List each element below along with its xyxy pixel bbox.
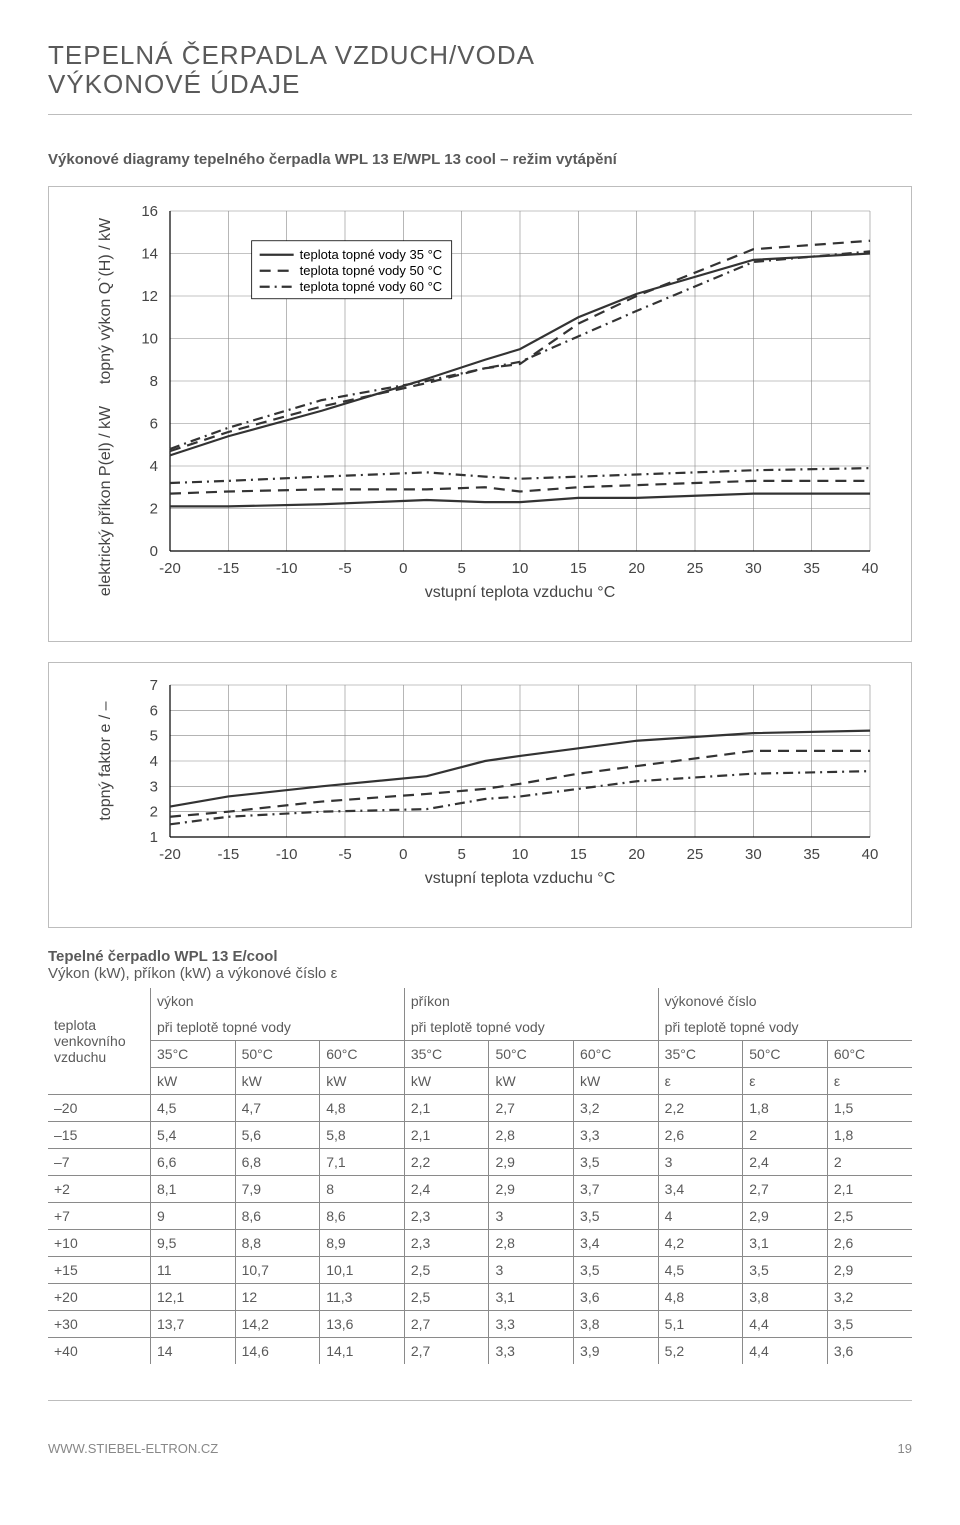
svg-text:5: 5 bbox=[457, 846, 465, 863]
svg-text:-15: -15 bbox=[217, 560, 239, 577]
svg-text:40: 40 bbox=[862, 846, 879, 863]
svg-text:40: 40 bbox=[862, 560, 879, 577]
page-title-2: VÝKONOVÉ ÚDAJE bbox=[48, 69, 912, 100]
svg-text:teplota topné vody 60 °C: teplota topné vody 60 °C bbox=[300, 279, 443, 294]
chart-output-svg: -20 -15 -10 -5 0 5 10 15 20 25 30 35 40 0 2 4 6 8 10 12 14 16… bbox=[70, 201, 890, 611]
svg-text:4: 4 bbox=[150, 753, 158, 770]
footer-divider bbox=[48, 1400, 912, 1401]
svg-text:-5: -5 bbox=[338, 846, 351, 863]
svg-text:2: 2 bbox=[150, 804, 158, 821]
svg-text:4: 4 bbox=[150, 458, 158, 475]
svg-text:5: 5 bbox=[150, 728, 158, 745]
svg-text:6: 6 bbox=[150, 702, 158, 719]
svg-text:0: 0 bbox=[399, 846, 407, 863]
svg-text:6: 6 bbox=[150, 416, 158, 433]
svg-text:teplota topné vody 35 °C: teplota topné vody 35 °C bbox=[300, 247, 443, 262]
svg-text:14: 14 bbox=[141, 246, 158, 263]
svg-text:1: 1 bbox=[150, 829, 158, 846]
svg-text:10: 10 bbox=[512, 846, 529, 863]
svg-text:25: 25 bbox=[687, 560, 704, 577]
svg-text:vstupní teplota vzduchu °C: vstupní teplota vzduchu °C bbox=[425, 870, 616, 887]
svg-text:teplota topné vody 50 °C: teplota topné vody 50 °C bbox=[300, 263, 443, 278]
svg-text:30: 30 bbox=[745, 846, 762, 863]
svg-text:35: 35 bbox=[803, 846, 820, 863]
svg-text:8: 8 bbox=[150, 373, 158, 390]
svg-text:0: 0 bbox=[150, 543, 158, 560]
page-title-1: TEPELNÁ ČERPADLA VZDUCH/VODA bbox=[48, 40, 912, 71]
svg-text:3: 3 bbox=[150, 778, 158, 795]
svg-text:20: 20 bbox=[628, 560, 645, 577]
svg-text:0: 0 bbox=[399, 560, 407, 577]
section-subheader: Výkonové diagramy tepelného čerpadla WPL… bbox=[48, 151, 912, 168]
footer-page: 19 bbox=[898, 1441, 912, 1456]
svg-text:16: 16 bbox=[141, 203, 158, 220]
svg-text:20: 20 bbox=[628, 846, 645, 863]
svg-text:-20: -20 bbox=[159, 560, 181, 577]
chart-cop-svg: -20 -15 -10 -5 0 5 10 15 20 25 30 35 40 1 2 3 4 5 6 7 vstupn… bbox=[70, 677, 890, 897]
svg-text:vstupní teplota vzduchu °C: vstupní teplota vzduchu °C bbox=[425, 584, 616, 601]
svg-text:-20: -20 bbox=[159, 846, 181, 863]
divider bbox=[48, 114, 912, 115]
svg-text:-15: -15 bbox=[217, 846, 239, 863]
svg-text:10: 10 bbox=[512, 560, 529, 577]
svg-text:15: 15 bbox=[570, 560, 587, 577]
svg-text:-5: -5 bbox=[338, 560, 351, 577]
chart-output: -20 -15 -10 -5 0 5 10 15 20 25 30 35 40 0 2 4 6 8 10 12 14 16… bbox=[48, 186, 912, 642]
svg-text:12: 12 bbox=[141, 288, 158, 305]
svg-text:topný faktor e / –: topný faktor e / – bbox=[97, 701, 114, 820]
svg-text:25: 25 bbox=[687, 846, 704, 863]
svg-text:35: 35 bbox=[803, 560, 820, 577]
svg-text:7: 7 bbox=[150, 677, 158, 694]
svg-text:30: 30 bbox=[745, 560, 762, 577]
svg-text:-10: -10 bbox=[276, 846, 298, 863]
svg-text:topný výkon Q`(H) / kW: topný výkon Q`(H) / kW bbox=[97, 217, 114, 384]
table-subtitle: Výkon (kW), příkon (kW) a výkonové číslo… bbox=[48, 965, 912, 982]
svg-text:-10: -10 bbox=[276, 560, 298, 577]
svg-text:2: 2 bbox=[150, 501, 158, 518]
svg-text:15: 15 bbox=[570, 846, 587, 863]
svg-text:5: 5 bbox=[457, 560, 465, 577]
chart-cop: -20 -15 -10 -5 0 5 10 15 20 25 30 35 40 1 2 3 4 5 6 7 vstupn… bbox=[48, 662, 912, 928]
table-title: Tepelné čerpadlo WPL 13 E/cool bbox=[48, 948, 912, 965]
data-table: teplotavenkovníhovzduchuvýkonpříkonvýkon… bbox=[48, 988, 912, 1364]
svg-text:10: 10 bbox=[141, 331, 158, 348]
footer-url: WWW.STIEBEL-ELTRON.CZ bbox=[48, 1441, 218, 1456]
svg-text:elektrický příkon P(el) / kW: elektrický příkon P(el) / kW bbox=[97, 405, 114, 596]
